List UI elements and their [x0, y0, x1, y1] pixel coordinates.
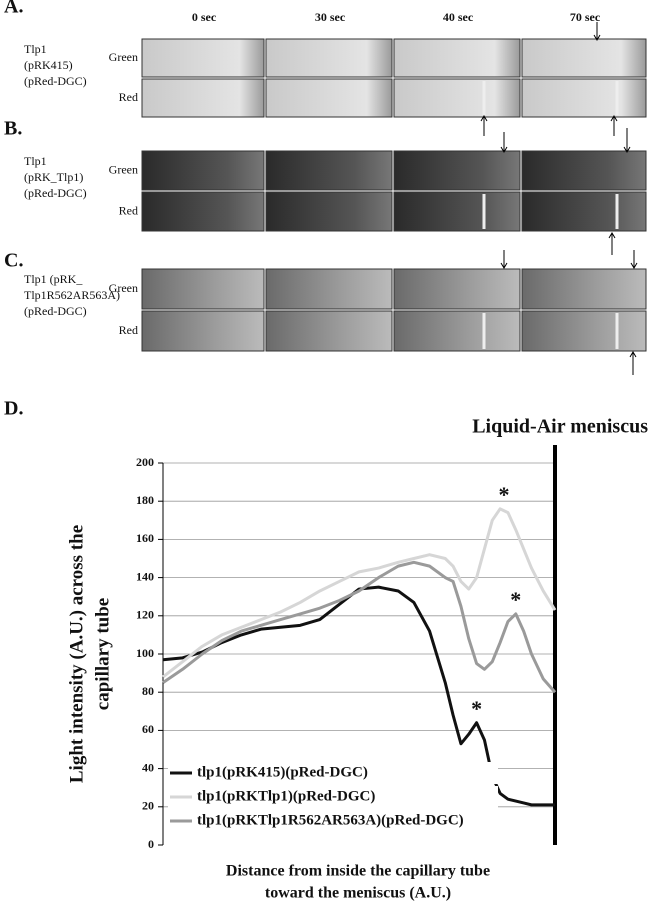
- capillary-image: [141, 310, 265, 352]
- capillary-image: [141, 150, 265, 191]
- peak-marker: *: [499, 482, 510, 507]
- sample-label: (pRed-DGC): [24, 74, 87, 88]
- peak-marker: *: [471, 696, 482, 721]
- capillary-image: [521, 310, 647, 352]
- capillary-image: [521, 268, 647, 310]
- arrow-head: [500, 146, 508, 153]
- channel-label: Green: [109, 281, 138, 295]
- y-tick-label: 140: [136, 569, 154, 583]
- capillary-image: [521, 150, 647, 191]
- capillary-image: [265, 78, 393, 118]
- capillary-image: [393, 38, 521, 78]
- y-tick-label: 60: [142, 722, 154, 736]
- capillary-image: [521, 78, 647, 118]
- y-tick-label: 20: [142, 799, 154, 813]
- capillary-image: [141, 38, 265, 78]
- legend-label: tlp1(pRKTlp1R562AR563A)(pRed-DGC): [197, 812, 464, 828]
- capillary-image: [141, 268, 265, 310]
- arrow-head: [630, 262, 638, 269]
- sample-label: Tlp1: [24, 42, 47, 56]
- capillary-image: [393, 310, 521, 352]
- boundary-label: Liquid-Air meniscus: [472, 416, 648, 438]
- capillary-image: [141, 191, 265, 232]
- channel-label: Green: [109, 162, 138, 176]
- series-line: [162, 560, 557, 694]
- series-line: [162, 507, 557, 679]
- y-tick-label: 160: [136, 531, 154, 545]
- capillary-image: [393, 191, 521, 232]
- y-tick-label: 120: [136, 608, 154, 622]
- sample-label: (pRK415): [24, 58, 73, 72]
- sample-label: Tlp1: [24, 154, 47, 168]
- capillary-image: [265, 38, 393, 78]
- capillary-image: [393, 268, 521, 310]
- arrow-head: [608, 232, 616, 239]
- capillary-image: [393, 150, 521, 191]
- arrow-head: [623, 146, 631, 153]
- capillary-image: [265, 310, 393, 352]
- capillary-image: [141, 78, 265, 118]
- peak-marker: *: [510, 587, 521, 612]
- y-tick-label: 40: [142, 760, 154, 774]
- capillary-image: [521, 38, 647, 78]
- arrow-head: [480, 115, 488, 122]
- channel-label: Red: [119, 203, 138, 217]
- panel-label: B.: [4, 118, 22, 140]
- panel-label: C.: [4, 250, 23, 272]
- capillary-image: [393, 78, 521, 118]
- sample-label: Tlp1R562AR563A): [24, 288, 120, 302]
- y-axis-label: Light intensity (A.U.) across the: [66, 525, 87, 783]
- sample-label: (pRed-DGC): [24, 186, 87, 200]
- capillary-image: [265, 150, 393, 191]
- arrow-head: [629, 351, 637, 358]
- capillary-image: [265, 191, 393, 232]
- x-axis-label: Distance from inside the capillary tube: [226, 863, 490, 880]
- legend-bg: [168, 786, 498, 808]
- arrow-head: [593, 34, 601, 41]
- sample-label: Tlp1 (pRK_: [24, 272, 83, 286]
- series-line: [162, 585, 555, 807]
- time-label: 70 sec: [570, 10, 601, 24]
- time-label: 30 sec: [315, 10, 346, 24]
- capillary-image: [521, 191, 647, 232]
- legend-bg: [168, 810, 498, 832]
- legend-label: tlp1(pRK415)(pRed-DGC): [197, 764, 368, 780]
- channel-label: Red: [119, 90, 138, 104]
- y-tick-label: 0: [148, 837, 154, 851]
- time-label: 0 sec: [192, 10, 217, 24]
- time-label: 40 sec: [443, 10, 474, 24]
- arrow-head: [610, 115, 618, 122]
- legend-label: tlp1(pRKTlp1)(pRed-DGC): [197, 788, 375, 804]
- arrow-head: [500, 262, 508, 269]
- sample-label: (pRK_Tlp1): [24, 170, 83, 184]
- y-tick-label: 180: [136, 493, 154, 507]
- channel-label: Red: [119, 323, 138, 337]
- capillary-image: [265, 268, 393, 310]
- y-tick-label: 100: [136, 646, 154, 660]
- sample-label: (pRed-DGC): [24, 304, 87, 318]
- x-axis-label: toward the meniscus (A.U.): [265, 885, 451, 902]
- channel-label: Green: [109, 50, 138, 64]
- panel-label: A.: [4, 0, 23, 18]
- y-tick-label: 200: [136, 455, 154, 469]
- legend-bg: [168, 762, 498, 784]
- y-tick-label: 80: [142, 684, 154, 698]
- panel-label: D.: [4, 398, 23, 420]
- y-axis-label: capillary tube: [92, 598, 113, 710]
